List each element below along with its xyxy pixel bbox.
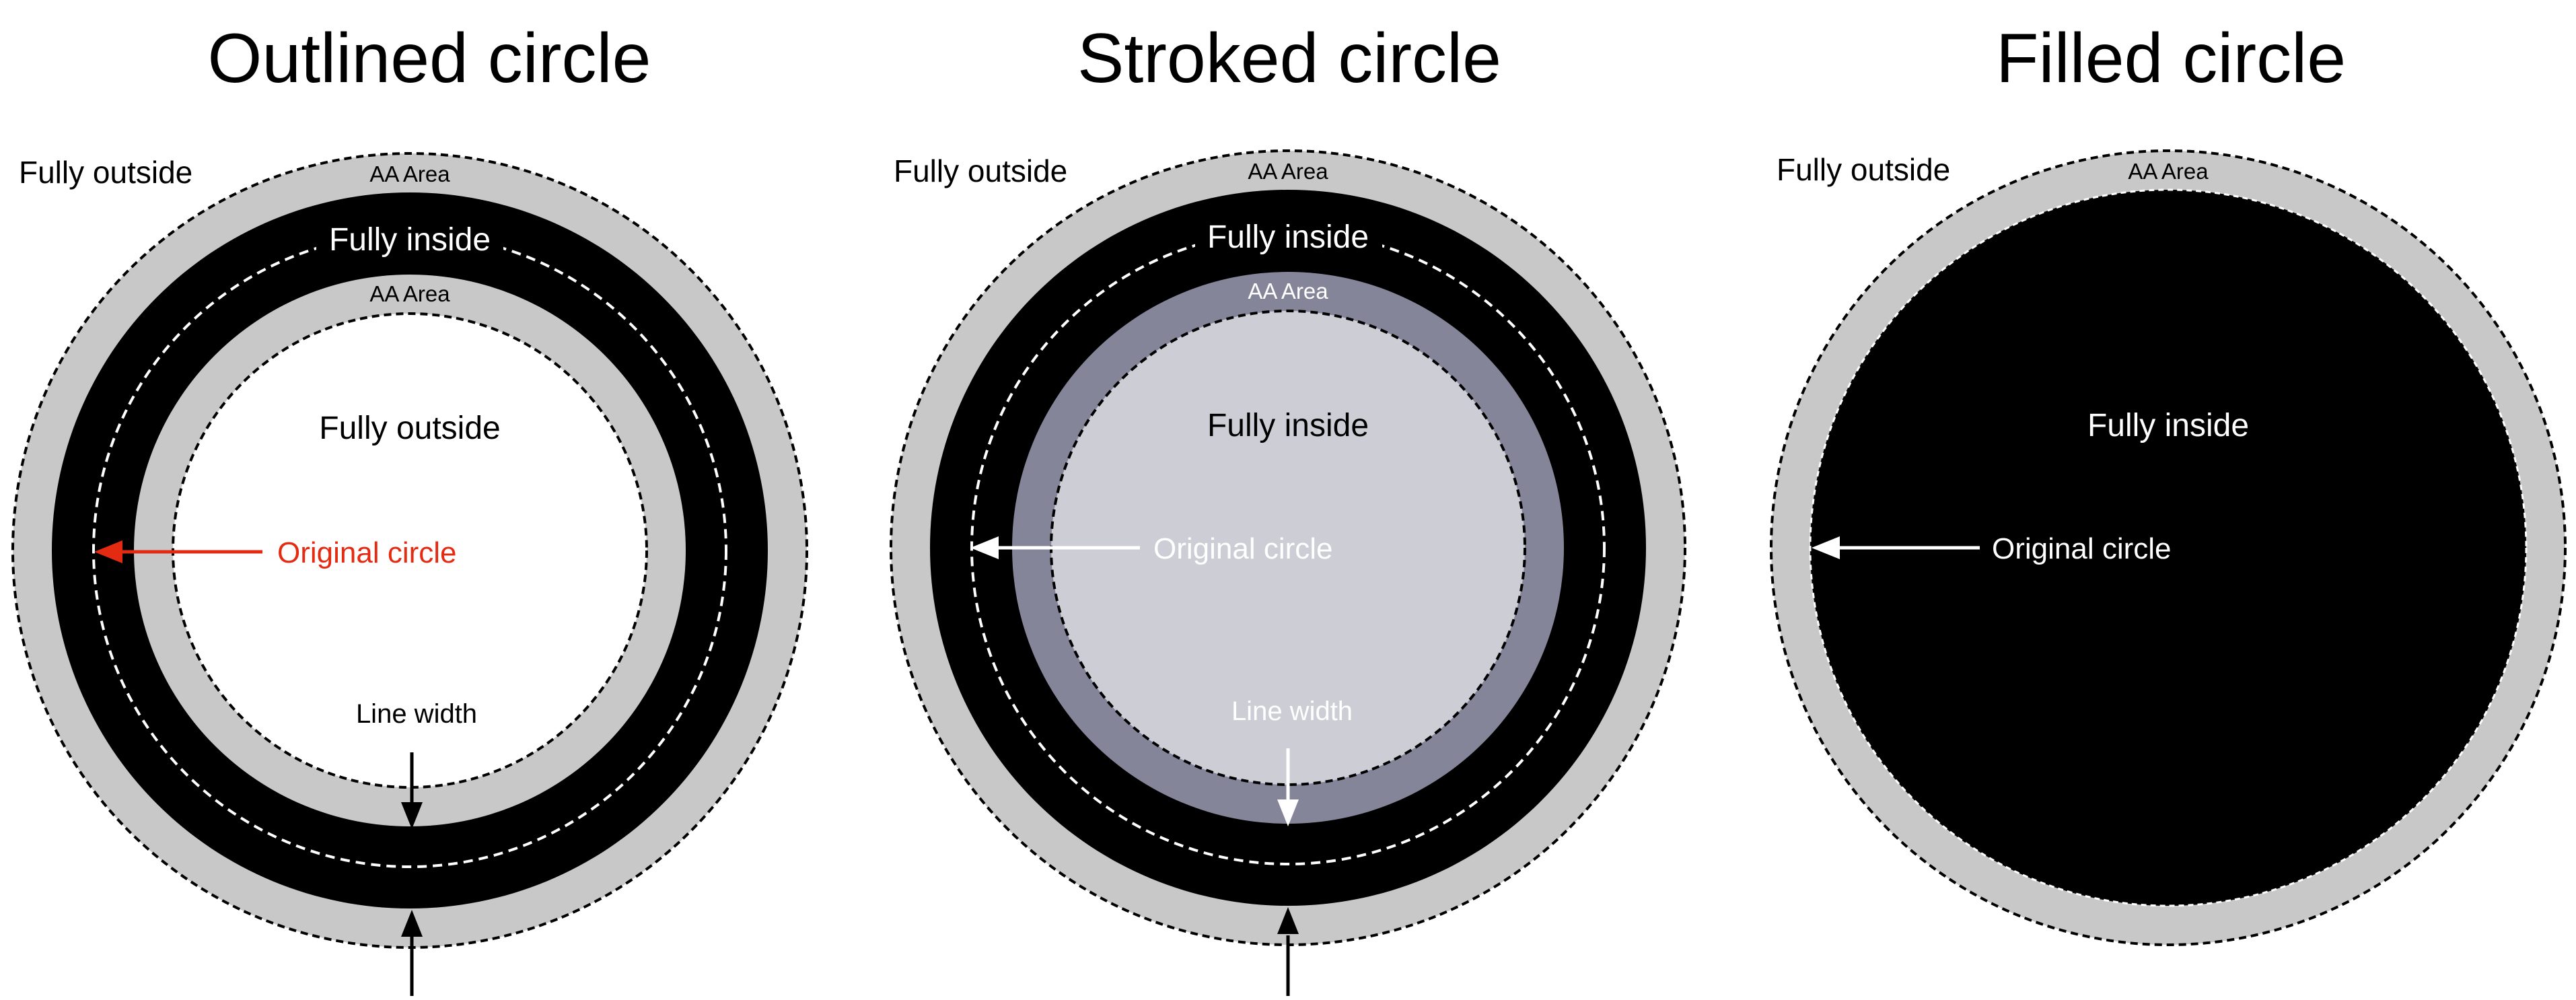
label-line-width: Line width — [356, 699, 477, 729]
outer-boundary-dashed — [1770, 149, 2567, 946]
label-fully-outside-center: Fully outside — [319, 410, 500, 446]
label-aa-area-outer: AA Area — [2128, 159, 2209, 184]
label-fully-outside-top: Fully outside — [894, 153, 1067, 188]
bottom-arrowhead — [1277, 907, 1299, 934]
filled-circle-diagram: Fully outside AA Area Fully inside Origi… — [1770, 149, 2567, 946]
label-fully-inside: Fully inside — [1207, 219, 1369, 255]
label-original-circle: Original circle — [1992, 532, 2172, 565]
label-fully-inside-center: Fully inside — [2087, 408, 2249, 443]
label-fully-inside: Fully inside — [329, 222, 491, 258]
line-width-arrowhead — [1277, 799, 1299, 826]
label-original-circle: Original circle — [277, 536, 457, 569]
label-fully-inside-center: Fully inside — [1207, 408, 1369, 443]
label-fully-outside-top: Fully outside — [19, 155, 192, 190]
outer-boundary-dashed — [11, 152, 808, 949]
stroked-circle-diagram: Fully outside AA Area Fully inside AA Ar… — [890, 149, 1686, 996]
label-line-width: Line width — [1231, 697, 1353, 726]
label-aa-area-outer: AA Area — [369, 162, 450, 186]
panel-stroked-circle: Stroked circle Fully outside AA Area Ful… — [876, 0, 1735, 1000]
original-circle-arrowhead — [970, 536, 999, 559]
label-aa-area-inner: AA Area — [1248, 279, 1328, 303]
panel-title: Filled circle — [1995, 20, 2347, 98]
label-fully-outside-top: Fully outside — [1777, 152, 1950, 187]
original-circle-arrowhead — [94, 540, 122, 563]
panel-title: Stroked circle — [1077, 20, 1501, 98]
label-original-circle: Original circle — [1153, 532, 1333, 565]
panel-filled-circle: Filled circle Fully outside AA Area Full… — [1759, 0, 2576, 1000]
original-circle-dashed — [1809, 188, 2528, 907]
line-width-arrowhead — [401, 802, 423, 829]
panel-outlined-circle: Outlined circle Fully outside AA Area Fu… — [0, 0, 859, 1000]
original-circle-arrowhead — [1812, 536, 1840, 559]
filled-disc — [1810, 190, 2526, 906]
bottom-arrowhead — [401, 910, 423, 937]
label-aa-area-outer: AA Area — [1248, 159, 1328, 184]
label-aa-area-inner: AA Area — [369, 281, 450, 306]
outlined-circle-diagram: Fully outside AA Area Fully inside AA Ar… — [11, 152, 808, 996]
panel-title: Outlined circle — [207, 20, 651, 98]
